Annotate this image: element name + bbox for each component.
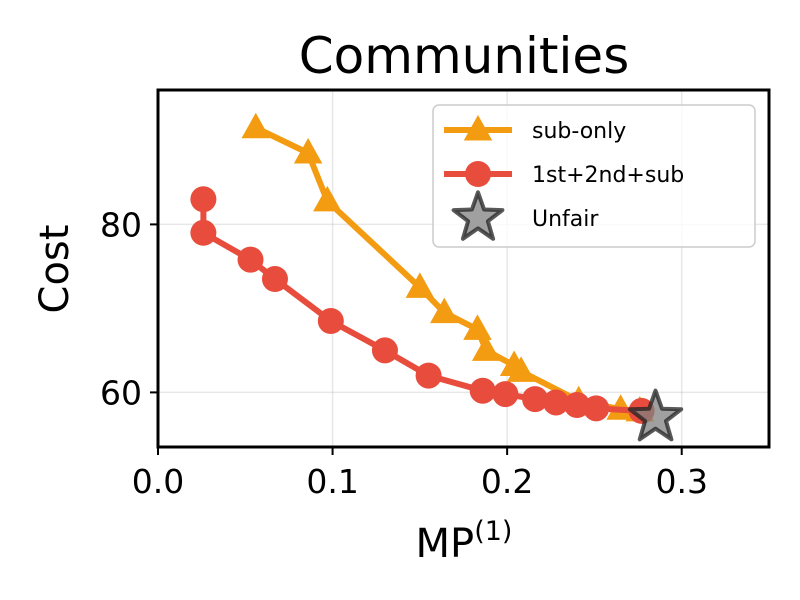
x-tick-label: 0.0 [132, 462, 184, 501]
x-tick-label: 0.3 [655, 462, 707, 501]
series-sub-only [241, 112, 655, 422]
data-point [522, 386, 549, 413]
x-tick-label: 0.2 [481, 462, 533, 501]
legend-marker [463, 115, 493, 141]
legend-frame [432, 104, 756, 248]
y-tick-label: 80 [100, 205, 142, 244]
y-axis: 60 80 [100, 205, 158, 412]
data-point [237, 246, 264, 273]
x-axis: 0.0 0.1 0.2 0.3 [132, 447, 708, 501]
legend-marker [451, 190, 505, 241]
legend-item: Unfair [451, 190, 599, 241]
y-axis-label: Cost [32, 225, 78, 314]
data-point [506, 356, 536, 382]
data-point [261, 266, 288, 292]
data-point [313, 185, 342, 212]
data-point [583, 395, 610, 422]
axes-frame [156, 88, 771, 449]
data-point [405, 272, 435, 298]
legend-label: Unfair [532, 207, 599, 232]
x-axis-label-superscript: (1) [474, 516, 512, 547]
legend-label: 1st+2nd+sub [532, 163, 684, 188]
chart-title: Communities [299, 27, 630, 85]
legend-label: sub-only [532, 119, 626, 144]
legend: sub-only 1st+2nd+sub Unfair [432, 104, 756, 248]
data-point [469, 377, 496, 404]
data-point [190, 186, 217, 213]
plot-area [190, 112, 684, 442]
data-point [471, 335, 501, 361]
data-point [543, 389, 570, 416]
data-point [415, 362, 442, 389]
data-point [241, 112, 271, 139]
x-axis-label: MP(1) [416, 516, 513, 567]
legend-marker [465, 161, 491, 187]
series-1st+2nd+sub [190, 186, 655, 424]
data-point [430, 297, 459, 324]
data-point [627, 388, 684, 442]
data-point [463, 314, 492, 340]
legend-item: sub-only [444, 115, 626, 144]
data-point [563, 392, 590, 418]
x-tick-label: 0.1 [306, 462, 358, 501]
data-point [293, 138, 323, 164]
legend-item: 1st+2nd+sub [444, 161, 684, 188]
series-Unfair [627, 388, 684, 442]
data-point [190, 219, 217, 246]
data-point [492, 381, 519, 408]
y-tick-label: 60 [100, 373, 142, 412]
data-point [317, 308, 344, 334]
data-point [371, 337, 398, 364]
